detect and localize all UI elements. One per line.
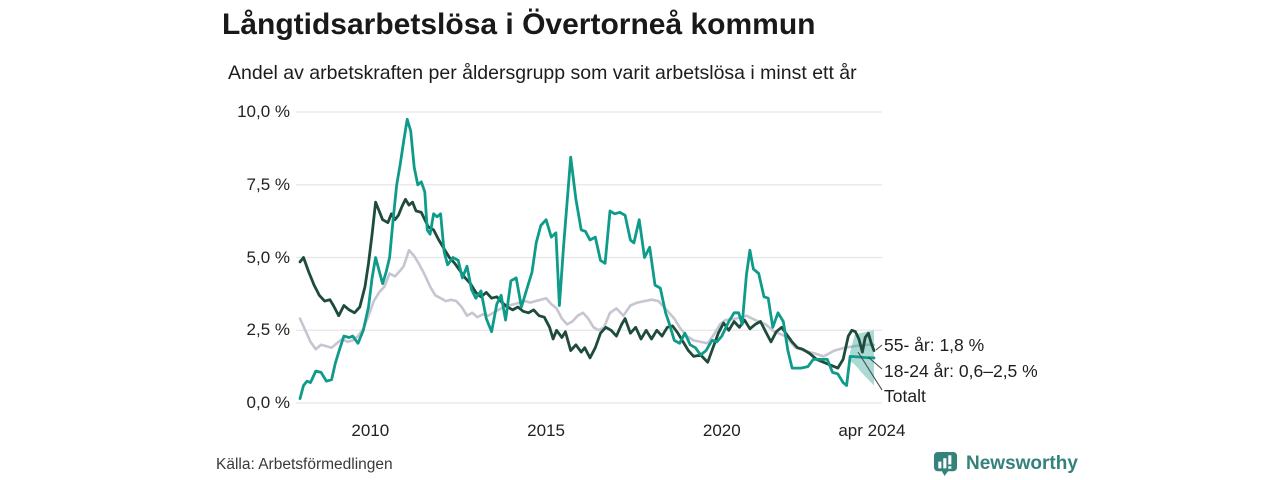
chart-title: Långtidsarbetslösa i Övertorneå kommun [222, 8, 816, 41]
end-label-55-r: 55- år: 1,8 % [884, 335, 985, 355]
chart-subtitle: Andel av arbetskraften per åldersgrupp s… [228, 62, 857, 84]
x-tick-label: 2015 [527, 421, 565, 440]
label-leader-line [857, 351, 883, 391]
line-totalt [298, 248, 876, 358]
newsworthy-branding: Newsworthy [933, 451, 1078, 477]
end-label-totalt: Totalt [884, 386, 926, 406]
line-55-ar [298, 197, 876, 370]
source-note: Källa: Arbetsförmedlingen [216, 456, 393, 473]
end-label-18-24-r: 18-24 år: 0,6–2,5 % [884, 361, 1038, 381]
x-tick-label: 2020 [702, 421, 741, 440]
brand-name: Newsworthy [966, 453, 1078, 474]
y-tick-label: 5,0 % [246, 247, 290, 267]
y-tick-label: 10,0 % [237, 102, 290, 121]
label-leader-line [867, 356, 883, 370]
y-tick-label: 7,5 % [246, 174, 290, 194]
x-tick-label: 2010 [351, 421, 390, 440]
line-18-24-ar [298, 117, 876, 401]
y-tick-label: 2,5 % [246, 320, 290, 340]
bar-chart-speech-bubble-icon [933, 451, 958, 477]
x-tick-label: apr 2024 [838, 421, 906, 440]
label-leader-line [875, 344, 883, 351]
y-tick-label: 0,0 % [246, 393, 290, 412]
